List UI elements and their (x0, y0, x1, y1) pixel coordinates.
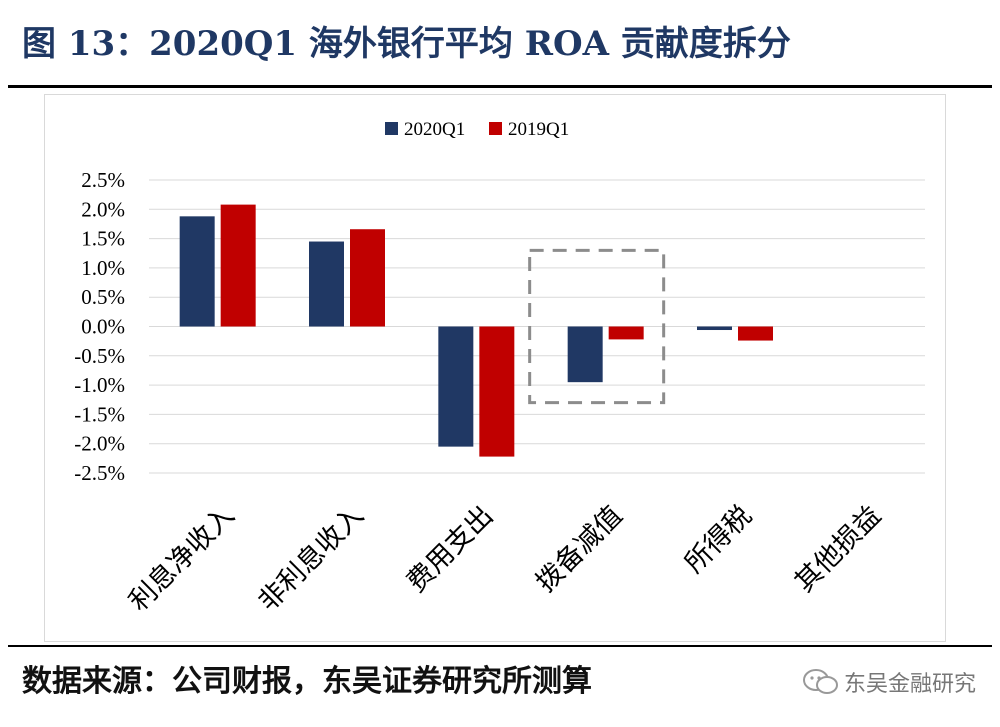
x-tick-label: 其他损益 (789, 500, 887, 598)
bar-2020Q1-2 (438, 326, 474, 447)
bar-2019Q1-2 (479, 326, 515, 457)
x-axis: 利息净收入 非利息收入 费用支出 拨备减值 所得税 其他损益 (123, 500, 886, 617)
y-tick-label: 0.0% (81, 315, 125, 339)
y-tick-label: -2.0% (74, 432, 125, 456)
legend-label-2019Q1: 2019Q1 (508, 119, 569, 140)
y-tick-label: 0.5% (81, 285, 125, 309)
highlight-box (528, 248, 666, 405)
footer-rule (8, 645, 992, 647)
bar-2020Q1-3 (567, 326, 603, 383)
figure-title: 图 13：2020Q1 海外银行平均 ROA 贡献度拆分 (22, 24, 791, 64)
y-tick-label: 2.5% (81, 168, 125, 192)
y-tick-label: 2.0% (81, 197, 125, 221)
title-rule (8, 85, 992, 88)
legend-swatch-2019Q1 (489, 122, 502, 135)
bar-2019Q1-1 (350, 229, 385, 327)
y-tick-label: -0.5% (74, 344, 125, 368)
chart-area: 2020Q1 2019Q1 2.5% 2.0% 1.5% 1.0% 0.5% 0.0% -0.… (44, 94, 946, 642)
y-tick-label: -1.0% (74, 373, 125, 397)
watermark-text: 东吴金融研究 (843, 672, 976, 697)
legend: 2020Q1 2019Q1 (385, 119, 569, 140)
bar-chart: 2020Q1 2019Q1 2.5% 2.0% 1.5% 1.0% 0.5% 0.0% -0.… (74, 119, 925, 617)
bar-2020Q1-4 (697, 326, 732, 331)
x-tick-label: 利息净收入 (123, 500, 240, 617)
highlight-box-rect (528, 248, 666, 405)
x-tick-label: 拨备减值 (530, 500, 628, 598)
watermark: 东吴金融研究 (802, 666, 976, 698)
bar-2019Q1-0 (220, 204, 256, 327)
y-tick-label: 1.0% (81, 256, 125, 280)
y-tick-label: 1.5% (81, 227, 125, 251)
y-tick-label: -2.5% (74, 461, 125, 485)
y-tick-label: -1.5% (74, 402, 125, 426)
legend-label-2020Q1: 2020Q1 (404, 119, 465, 140)
source-note: 数据来源：公司财报，东吴证券研究所测算 (22, 664, 592, 699)
bar-2019Q1-4 (738, 326, 773, 341)
gridlines (149, 179, 925, 474)
bars (179, 204, 773, 457)
x-tick-label: 所得税 (679, 500, 757, 578)
bar-2020Q1-0 (179, 216, 215, 327)
x-tick-label: 费用支出 (401, 500, 499, 598)
wechat-icon (802, 669, 838, 694)
legend-swatch-2020Q1 (385, 122, 398, 135)
x-tick-label: 非利息收入 (253, 500, 370, 617)
bar-2019Q1-3 (608, 326, 644, 340)
y-axis: 2.5% 2.0% 1.5% 1.0% 0.5% 0.0% -0.5% -1.0% -1.5% -… (74, 168, 125, 485)
bar-2020Q1-1 (309, 241, 344, 327)
